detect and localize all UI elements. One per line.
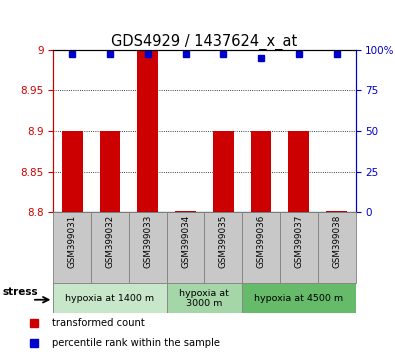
Bar <box>205 212 242 283</box>
Bar <box>91 212 129 283</box>
Bar <box>137 50 158 212</box>
Text: stress: stress <box>3 287 38 297</box>
Bar <box>213 131 234 212</box>
Text: hypoxia at
3000 m: hypoxia at 3000 m <box>179 289 229 308</box>
Bar <box>251 131 271 212</box>
Text: GSM399036: GSM399036 <box>257 215 265 268</box>
Text: hypoxia at 4500 m: hypoxia at 4500 m <box>254 294 343 303</box>
Bar <box>62 131 83 212</box>
Bar <box>167 212 205 283</box>
Bar <box>318 212 356 283</box>
Text: GSM399037: GSM399037 <box>294 215 303 268</box>
Text: GSM399038: GSM399038 <box>332 215 341 268</box>
Bar <box>100 131 120 212</box>
Text: GSM399033: GSM399033 <box>143 215 152 268</box>
Bar <box>280 212 318 283</box>
Text: GSM399034: GSM399034 <box>181 215 190 268</box>
Bar <box>242 283 356 313</box>
Text: GSM399035: GSM399035 <box>219 215 228 268</box>
Bar <box>129 212 167 283</box>
Bar <box>167 283 242 313</box>
Bar <box>53 212 91 283</box>
Bar <box>326 211 347 212</box>
Title: GDS4929 / 1437624_x_at: GDS4929 / 1437624_x_at <box>111 33 297 50</box>
Text: GSM399031: GSM399031 <box>68 215 77 268</box>
Text: hypoxia at 1400 m: hypoxia at 1400 m <box>66 294 154 303</box>
Text: transformed count: transformed count <box>52 318 145 328</box>
Text: GSM399032: GSM399032 <box>105 215 115 268</box>
Bar <box>175 211 196 212</box>
Bar <box>53 283 167 313</box>
Text: percentile rank within the sample: percentile rank within the sample <box>52 338 220 348</box>
Bar <box>242 212 280 283</box>
Bar <box>288 131 309 212</box>
